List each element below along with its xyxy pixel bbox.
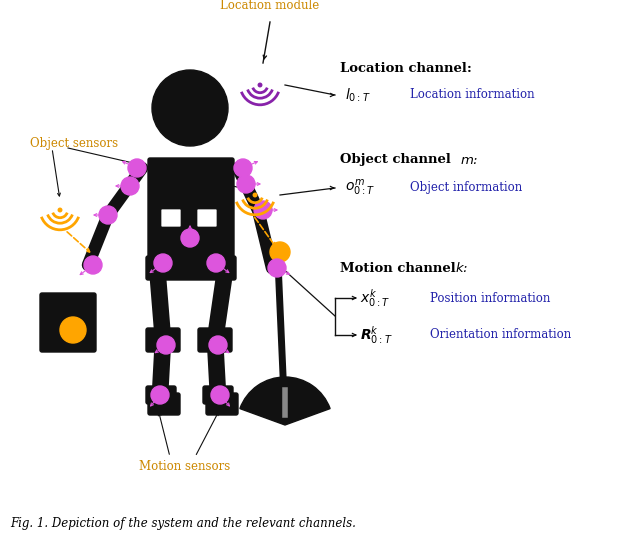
Circle shape xyxy=(234,159,252,177)
Circle shape xyxy=(84,256,102,274)
FancyBboxPatch shape xyxy=(197,209,217,227)
FancyBboxPatch shape xyxy=(203,386,233,404)
FancyBboxPatch shape xyxy=(206,393,238,415)
Bar xyxy=(160,160,222,215)
Circle shape xyxy=(209,336,227,354)
Circle shape xyxy=(58,208,61,212)
Bar xyxy=(178,270,204,330)
Text: $l_{0:T}$: $l_{0:T}$ xyxy=(345,87,371,104)
Circle shape xyxy=(253,193,257,197)
FancyBboxPatch shape xyxy=(198,328,232,352)
Text: $k$:: $k$: xyxy=(455,261,468,275)
Text: Object channel: Object channel xyxy=(340,154,456,167)
Wedge shape xyxy=(240,377,330,425)
Circle shape xyxy=(121,177,139,195)
Circle shape xyxy=(152,70,228,146)
Text: Location channel:: Location channel: xyxy=(340,62,472,75)
FancyBboxPatch shape xyxy=(148,158,234,262)
Text: Orientation information: Orientation information xyxy=(430,328,572,341)
Circle shape xyxy=(268,259,286,277)
Text: Fig. 1. Depiction of the system and the relevant channels.: Fig. 1. Depiction of the system and the … xyxy=(10,517,356,530)
Circle shape xyxy=(154,254,172,272)
Text: Position information: Position information xyxy=(430,292,550,305)
Circle shape xyxy=(211,386,229,404)
Circle shape xyxy=(128,159,146,177)
Circle shape xyxy=(207,254,225,272)
Text: $o^{m}_{0:T}$: $o^{m}_{0:T}$ xyxy=(345,178,375,198)
Circle shape xyxy=(259,83,262,87)
FancyBboxPatch shape xyxy=(146,328,180,352)
Circle shape xyxy=(151,386,169,404)
Circle shape xyxy=(60,317,86,343)
Text: Location module: Location module xyxy=(220,0,319,12)
Text: $x^{k}_{0:T}$: $x^{k}_{0:T}$ xyxy=(360,287,390,309)
Text: $m$:: $m$: xyxy=(460,154,479,167)
FancyBboxPatch shape xyxy=(40,293,96,352)
Text: $\boldsymbol{R}^{k}_{0:T}$: $\boldsymbol{R}^{k}_{0:T}$ xyxy=(360,324,393,346)
Text: Motion sensors: Motion sensors xyxy=(140,460,230,473)
FancyBboxPatch shape xyxy=(146,256,236,280)
FancyBboxPatch shape xyxy=(146,386,176,404)
Text: Object information: Object information xyxy=(410,181,522,195)
Text: Object sensors: Object sensors xyxy=(30,136,118,149)
Circle shape xyxy=(237,175,255,193)
Circle shape xyxy=(254,201,272,219)
FancyBboxPatch shape xyxy=(148,393,180,415)
Circle shape xyxy=(181,229,199,247)
Text: Location information: Location information xyxy=(410,89,534,102)
FancyBboxPatch shape xyxy=(161,209,181,227)
Circle shape xyxy=(270,242,290,262)
Circle shape xyxy=(157,336,175,354)
Circle shape xyxy=(99,206,117,224)
Text: Motion channel: Motion channel xyxy=(340,261,460,274)
